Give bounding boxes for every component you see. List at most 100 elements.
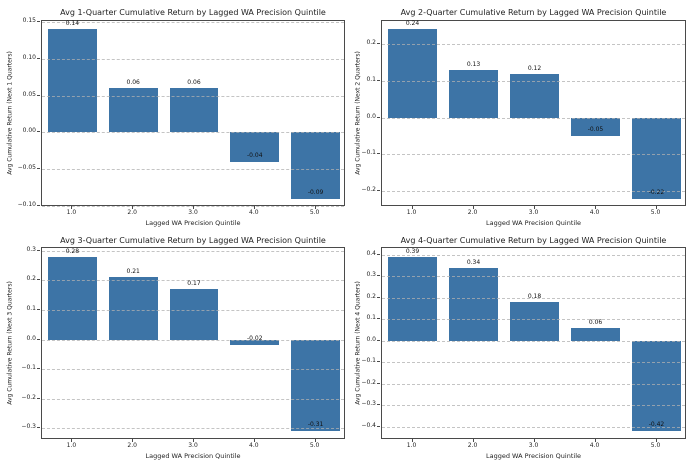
x-tick-mark	[411, 206, 413, 209]
plot-area: 0.39 0.34 0.18 0.06 -0.42	[381, 247, 686, 439]
x-tick-mark	[314, 439, 316, 442]
x-tick-label: 1.0	[406, 209, 417, 216]
bar-value-label: 0.12	[527, 64, 542, 72]
y-axis-label: Avg Cumulative Return (Next 1 Quarters)	[6, 51, 14, 175]
x-tick-mark	[314, 206, 316, 209]
y-tick-mark	[37, 279, 40, 281]
bar-value-label: 0.06	[187, 79, 201, 87]
x-tick-mark	[253, 439, 255, 442]
chart-title: Avg 3-Quarter Cumulative Return by Lagge…	[60, 236, 326, 245]
y-tick-mark	[377, 79, 380, 81]
y-tick-mark	[37, 168, 40, 170]
x-tick-label: 3.0	[188, 442, 198, 449]
x-tick-mark	[253, 206, 255, 209]
y-tick-label: 0.2	[26, 275, 36, 283]
subplot-1: Avg 1-Quarter Cumulative Return by Lagge…	[0, 0, 349, 234]
plot-area: 0.14 0.06 0.06 -0.04 -0.09	[41, 20, 345, 207]
x-tick-mark	[533, 439, 535, 442]
subplot-4: Avg 4-Quarter Cumulative Return by Lagge…	[350, 234, 699, 468]
x-tick-mark	[594, 439, 596, 442]
x-tick-mark	[411, 439, 413, 442]
gridline	[382, 297, 685, 299]
gridline	[382, 254, 685, 256]
plot-area: 0.28 0.21 0.17 -0.02 -0.31	[41, 247, 345, 439]
chart-title: Avg 1-Quarter Cumulative Return by Lagge…	[60, 8, 326, 17]
gridline	[382, 340, 685, 342]
bar-value-label: 0.06	[588, 318, 603, 326]
y-tick-mark	[377, 404, 380, 406]
bar	[510, 301, 559, 341]
x-tick-label: 5.0	[650, 209, 661, 216]
bar	[632, 340, 681, 432]
gridline	[382, 44, 685, 46]
x-axis-label: Lagged WA Precision Quintile	[145, 452, 241, 460]
bar	[48, 256, 97, 340]
x-tick-mark	[655, 439, 657, 442]
gridline	[42, 169, 344, 171]
gridline	[382, 383, 685, 385]
chart-title: Avg 4-Quarter Cumulative Return by Lagge…	[400, 236, 667, 245]
gridline	[42, 132, 344, 134]
x-axis-label: Lagged WA Precision Quintile	[485, 219, 582, 227]
bar-value-label: 0.39	[405, 247, 420, 255]
y-tick-mark	[37, 397, 40, 399]
y-tick-label: −0.05	[17, 164, 36, 172]
x-axis-label: Lagged WA Precision Quintile	[485, 452, 582, 460]
bar	[230, 132, 280, 162]
bar	[571, 117, 620, 137]
y-tick-label: −0.3	[361, 400, 376, 408]
y-tick-label: 0.2	[366, 292, 376, 300]
bar	[449, 267, 498, 341]
x-tick-mark	[193, 439, 194, 442]
y-tick-label: 0.1	[366, 75, 376, 83]
bar	[388, 29, 437, 118]
y-tick-mark	[377, 361, 380, 363]
y-tick-label: 0.0	[26, 334, 36, 342]
x-tick-label: 1.0	[66, 442, 77, 449]
y-tick-mark	[37, 249, 40, 251]
x-tick-mark	[594, 206, 596, 209]
x-tick-label: 3.0	[188, 209, 198, 216]
x-tick-label: 5.0	[650, 442, 661, 449]
gridline	[382, 426, 685, 428]
bar-value-label: -0.42	[648, 421, 665, 429]
bar-value-label: -0.02	[247, 335, 263, 343]
x-tick-mark	[132, 439, 134, 442]
bar-value-label: 0.34	[466, 258, 481, 266]
y-tick-label: 0.1	[366, 314, 376, 322]
gridline	[42, 369, 344, 371]
gridline	[42, 339, 344, 341]
bar-value-label: -0.09	[307, 188, 324, 196]
bar	[169, 289, 219, 340]
y-tick-mark	[37, 57, 40, 59]
gridline	[382, 362, 685, 364]
gridline	[42, 250, 344, 252]
y-tick-mark	[377, 190, 380, 192]
bar-value-label: 0.18	[527, 292, 542, 300]
gridline	[42, 58, 344, 60]
y-tick-label: 0.4	[366, 249, 376, 257]
y-tick-mark	[377, 382, 380, 384]
bar	[291, 132, 340, 199]
gridline	[42, 280, 344, 282]
y-tick-label: 0.15	[22, 17, 36, 25]
y-tick-label: 0.0	[366, 112, 376, 120]
gridline	[42, 309, 344, 311]
gridline	[42, 95, 344, 97]
x-tick-label: 2.0	[467, 209, 478, 216]
y-tick-mark	[37, 427, 40, 429]
bar	[230, 339, 280, 346]
y-tick-label: 0.1	[26, 304, 36, 312]
bar-value-label: 0.28	[65, 247, 80, 255]
y-tick-label: −0.3	[21, 423, 36, 431]
x-tick-label: 2.0	[127, 209, 137, 216]
bar-value-label: -0.04	[247, 151, 263, 159]
y-tick-label: −0.2	[361, 186, 376, 194]
subplot-3: Avg 3-Quarter Cumulative Return by Lagge…	[0, 234, 349, 468]
x-tick-label: 4.0	[589, 442, 600, 449]
bar-value-label: 0.14	[65, 20, 80, 28]
gridline	[382, 117, 685, 119]
y-tick-label: 0.10	[22, 53, 36, 61]
bar	[449, 69, 498, 118]
y-tick-label: −0.1	[21, 364, 36, 372]
